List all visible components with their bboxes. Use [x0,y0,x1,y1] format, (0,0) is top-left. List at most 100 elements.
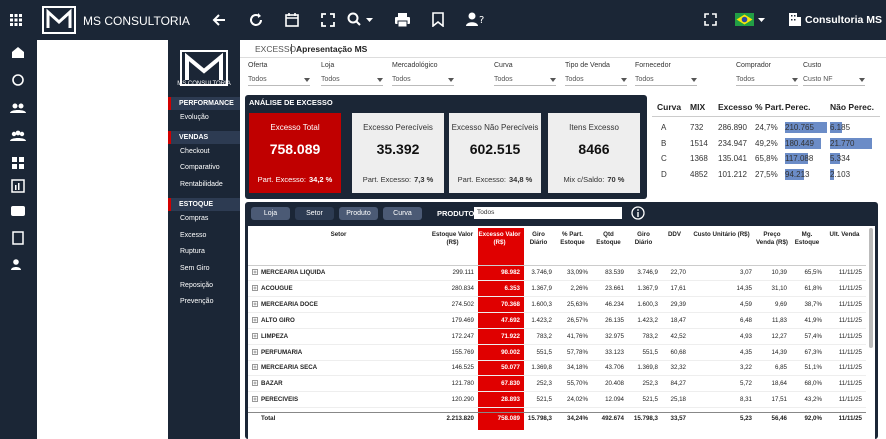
table-cell: 61,8% [804,284,822,292]
table-cell: 50.077 [501,364,520,372]
table-cell: 1.600,3 [531,300,552,308]
tab-button[interactable]: Loja [251,207,290,220]
top-bar: MS CONSULTORIA ? Consultoria MS [0,0,886,40]
expand-toggle[interactable] [252,300,258,307]
expand-toggle[interactable] [252,348,258,355]
breadcrumb-page: Apresentação MS [291,44,367,54]
column-header[interactable]: Estoque Valor (R$) [431,231,474,246]
fullscreen-button[interactable] [704,13,717,26]
table-cell: 6.353 [504,284,520,292]
menu-section[interactable]: VENDAS [168,130,240,144]
curve-cell: 234.947 [718,138,747,148]
refresh-button[interactable] [249,13,263,27]
info-icon[interactable] [631,206,645,220]
data-bar [785,153,809,165]
tab-button[interactable]: Setor [295,207,334,220]
expand-toggle[interactable] [252,284,258,291]
table-cell: 12.094 [605,396,624,404]
data-bar [785,137,821,149]
table-cell: 3,07 [739,269,752,276]
curve-cell: 180.449 [785,138,814,148]
language-flag[interactable] [735,13,767,27]
table-cell: 551,5 [536,348,552,356]
tab-button[interactable]: Curva [383,207,422,220]
table-cell: 25,18 [670,396,686,404]
table-cell: 83.539 [605,269,624,276]
filter-dropdown[interactable]: Todos [321,76,383,86]
table-cell: 121.780 [451,380,474,388]
filter-dropdown[interactable]: Todos [392,76,454,86]
filter-dropdown[interactable]: Todos [736,76,798,86]
search-button[interactable] [347,12,375,27]
menu-item[interactable]: Comparativo [180,164,220,172]
column-header[interactable]: Preço Venda (R$) [756,231,788,246]
table-cell: 17,51 [771,396,787,404]
filter-dropdown[interactable]: Todos [248,76,310,86]
table-cell: 11/11/25 [838,415,862,422]
kpi-foot-value: 70 % [607,175,625,184]
menu-item[interactable]: Rentabilidade [180,181,223,189]
filter-dropdown[interactable]: Todos [635,76,697,86]
table-cell: 146.525 [451,364,474,372]
column-header[interactable]: Ult. Venda [829,231,860,238]
kpi-foot: Part. Excesso: 34,2 % [249,175,341,184]
data-bar [830,122,842,133]
print-button[interactable] [395,13,410,27]
curve-cell: 27,5% [755,169,778,179]
column-header[interactable]: Mg. Estoque [794,231,820,246]
menu-item[interactable]: Excesso [180,231,207,239]
menu-item[interactable]: Ruptura [180,248,205,256]
tab-button[interactable]: Produto [339,207,378,220]
bookmark-button[interactable] [432,12,444,27]
help-user-button[interactable]: ? [466,12,484,27]
filter-dropdown[interactable]: Custo NF [803,76,865,86]
curve-cell: 135.041 [718,154,747,164]
fit-button[interactable] [321,13,335,27]
column-header[interactable]: Excesso Valor (R$) [478,231,521,246]
back-button[interactable] [212,13,226,27]
menu-item[interactable]: Sem Giro [180,264,210,272]
expand-toggle[interactable] [252,380,258,387]
column-header[interactable]: Giro Diário [634,231,653,246]
menu-item[interactable]: Checkout [180,147,210,155]
breadcrumb-section[interactable]: EXCESSO [255,44,297,54]
kpi-label: Excesso Perecíveis [363,123,433,132]
table-cell: 90.002 [501,348,520,356]
column-header[interactable]: Setor [330,231,347,238]
curve-cell: 24,7% [755,123,778,132]
table-cell: 11/11/25 [838,396,862,404]
kpi-card: Excesso Total 758.089 Part. Excesso: 34,2 % [249,113,341,193]
scrollbar[interactable] [869,228,873,348]
filter-dropdown[interactable]: Todos [565,76,627,86]
filter-dropdown[interactable]: Todos [494,76,556,86]
menu-item[interactable]: Compras [180,214,209,222]
data-bar [785,168,804,180]
column-header[interactable]: % Part. Estoque [560,231,585,246]
menu-section[interactable]: PERFORMANCE [168,97,240,110]
menu-item[interactable]: Prevenção [180,298,214,306]
column-header[interactable]: Giro Diário [529,231,548,246]
table-cell: 1.423,2 [637,316,658,324]
menu-item[interactable]: Reposição [180,281,214,289]
apps-icon[interactable] [10,14,22,26]
table-cell: 33.123 [605,348,624,356]
table-cell: 68,0% [804,380,822,388]
menu-item[interactable]: Evolução [180,114,209,121]
expand-toggle[interactable] [252,332,258,339]
column-header[interactable]: Qtd Estoque [596,231,621,246]
product-filter-dropdown[interactable]: Todos [474,207,622,219]
filter-label: Oferta [248,62,268,69]
expand-toggle[interactable] [252,396,258,403]
column-header[interactable]: DDV [667,231,682,238]
column-header[interactable]: Custo Unitário (R$) [693,231,750,238]
row-label: PERECIVEIS [261,396,299,404]
expand-toggle[interactable] [252,269,258,275]
expand-toggle[interactable] [252,364,258,371]
kpi-foot-label: Part. Excesso: [457,175,506,184]
menu-section[interactable]: ESTOQUE [168,197,240,211]
user-name[interactable]: Consultoria MS [805,14,883,26]
calendar-button[interactable] [285,12,299,27]
expand-toggle[interactable] [252,316,258,323]
table-cell: 11/11/25 [838,364,862,372]
